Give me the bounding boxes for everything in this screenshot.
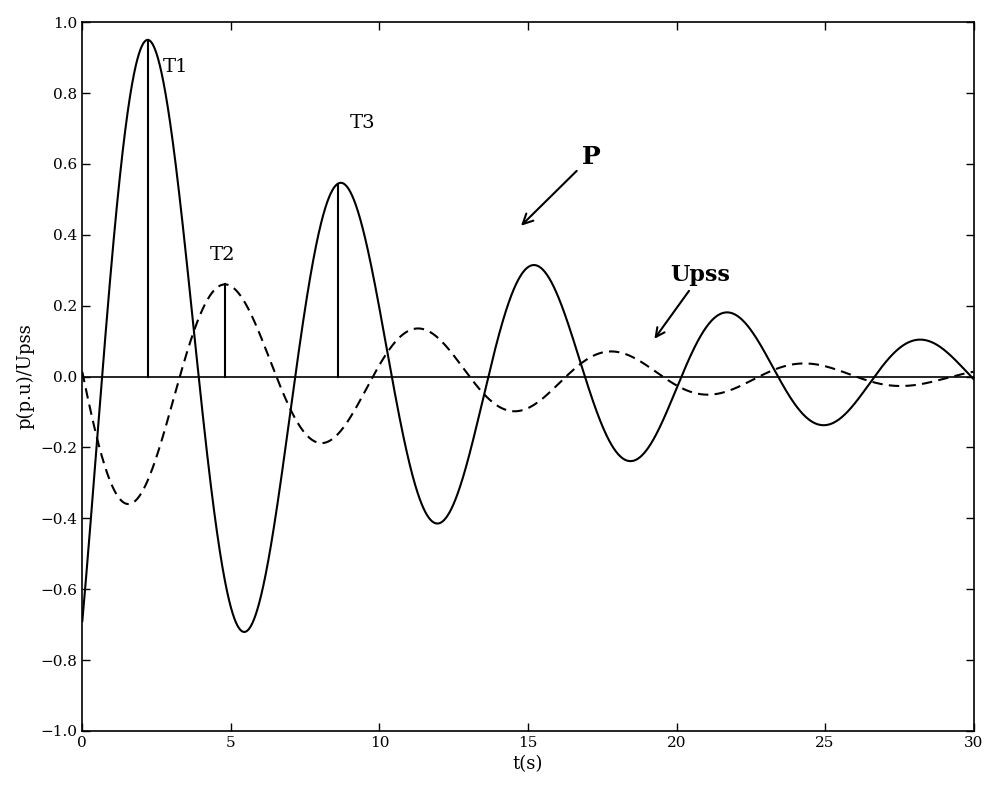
X-axis label: t(s): t(s) (513, 755, 543, 773)
Y-axis label: p(p.u)/Upss: p(p.u)/Upss (17, 324, 35, 430)
Text: T1: T1 (163, 58, 188, 76)
Text: Upss: Upss (656, 264, 730, 337)
Text: T2: T2 (210, 246, 236, 264)
Text: P: P (523, 145, 600, 224)
Text: T3: T3 (350, 115, 375, 133)
